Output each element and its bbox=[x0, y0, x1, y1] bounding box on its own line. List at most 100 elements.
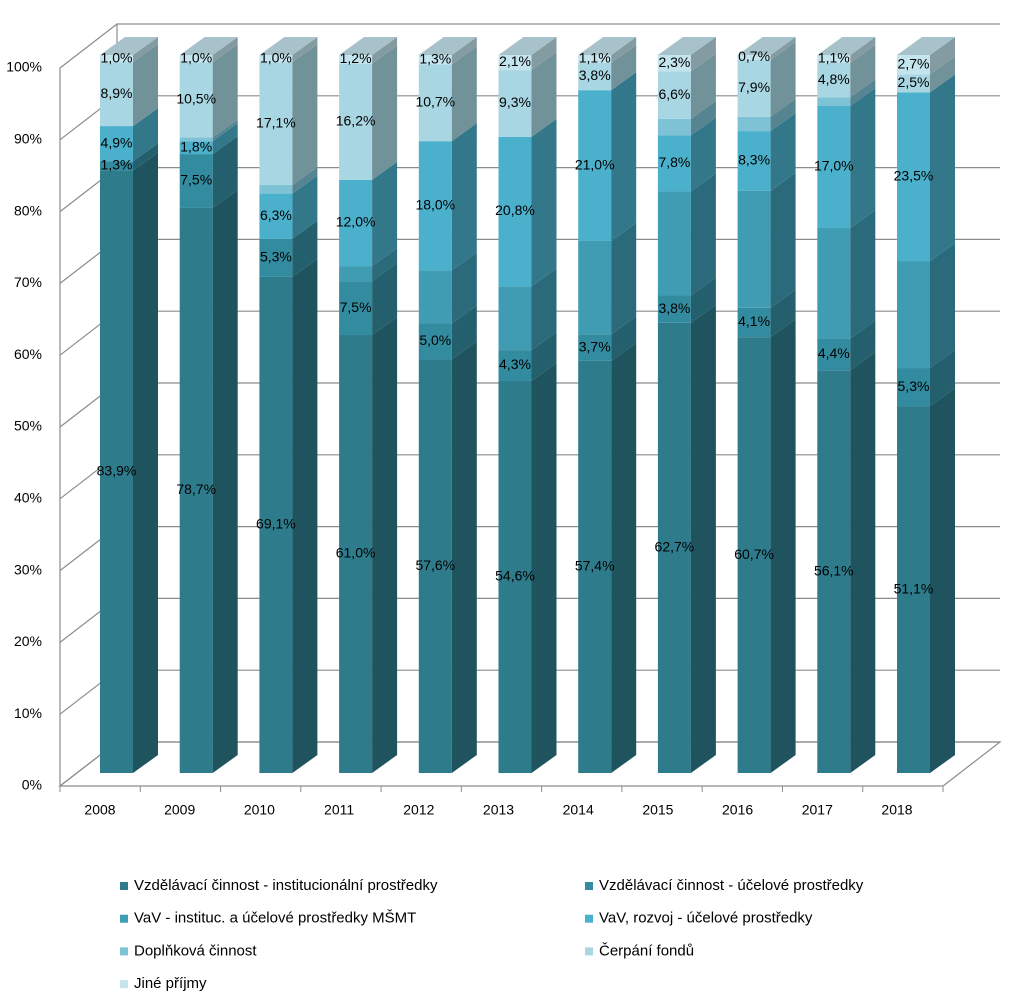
bar-front bbox=[737, 60, 771, 117]
bar-side bbox=[212, 37, 238, 63]
bar-top bbox=[737, 37, 796, 55]
bar-side bbox=[451, 341, 477, 773]
bar-front bbox=[578, 62, 612, 91]
bar-front bbox=[578, 240, 612, 335]
bar-side bbox=[133, 152, 158, 773]
value-label: 6,3% bbox=[260, 207, 292, 223]
bar-segment bbox=[578, 316, 637, 361]
bar-side bbox=[770, 98, 796, 132]
bar-front bbox=[498, 286, 532, 351]
bar-front bbox=[657, 295, 691, 323]
bar-segment bbox=[657, 117, 716, 192]
bar-side bbox=[930, 37, 955, 75]
value-label: 4,1% bbox=[738, 313, 770, 329]
value-label: 2,3% bbox=[658, 54, 690, 70]
bar-side bbox=[850, 79, 876, 106]
bar-front bbox=[817, 97, 851, 106]
bar-front bbox=[339, 281, 373, 336]
value-label: 0,7% bbox=[738, 48, 770, 64]
value-label: 57,6% bbox=[415, 557, 455, 573]
bar-segment bbox=[179, 119, 238, 142]
bar-side bbox=[930, 350, 955, 407]
bar-segment bbox=[817, 79, 876, 106]
bar-segment bbox=[897, 243, 955, 369]
y-tick-label: 70% bbox=[14, 274, 42, 290]
bar-side bbox=[292, 220, 318, 277]
bar-front bbox=[817, 338, 851, 371]
value-label: 1,3% bbox=[101, 157, 133, 173]
bar-front bbox=[418, 55, 452, 65]
y-tick-label: 20% bbox=[14, 633, 42, 649]
bar-front bbox=[418, 64, 452, 142]
bar-side bbox=[770, 289, 796, 338]
legend-marker bbox=[120, 882, 128, 890]
bar-side bbox=[292, 44, 318, 185]
bar-front bbox=[418, 270, 452, 324]
legend-marker bbox=[585, 882, 593, 890]
value-label: 1,0% bbox=[101, 49, 133, 65]
bar-segment bbox=[418, 37, 477, 65]
bar-front bbox=[657, 55, 691, 72]
bar-side bbox=[133, 37, 158, 63]
value-label: 3,7% bbox=[579, 338, 611, 354]
bar-side bbox=[372, 161, 398, 267]
value-label: 20,8% bbox=[495, 202, 535, 218]
bar-front bbox=[817, 62, 851, 98]
bar-front bbox=[179, 137, 213, 142]
value-label: 5,3% bbox=[260, 249, 292, 265]
bar-segment bbox=[339, 317, 398, 773]
y-tick-label: 60% bbox=[14, 346, 42, 362]
bar-front bbox=[179, 141, 213, 155]
bar-front bbox=[657, 118, 691, 136]
bar-side bbox=[611, 342, 637, 773]
y-tick-label: 50% bbox=[14, 418, 42, 434]
bar-front bbox=[339, 266, 373, 282]
bar-front bbox=[179, 62, 213, 138]
value-label: 1,1% bbox=[579, 50, 611, 66]
bar-front bbox=[259, 62, 293, 185]
bar-segment bbox=[339, 263, 398, 336]
bar-side bbox=[770, 113, 796, 191]
value-label: 1,3% bbox=[419, 50, 451, 66]
bar-side bbox=[292, 258, 318, 773]
bar-front bbox=[498, 55, 532, 71]
bar-front bbox=[657, 191, 691, 296]
bar-segment bbox=[897, 74, 955, 262]
bar-segment bbox=[259, 166, 318, 194]
bar-front bbox=[418, 141, 452, 271]
bar-segment bbox=[498, 362, 557, 773]
bar-segment bbox=[179, 44, 238, 138]
bar-front bbox=[897, 368, 930, 407]
bar-side bbox=[770, 319, 796, 773]
bar-segment bbox=[418, 341, 477, 773]
bar-top bbox=[817, 37, 876, 55]
bar-side bbox=[770, 172, 796, 308]
bar-segment bbox=[418, 123, 477, 271]
bar-segment bbox=[100, 37, 158, 63]
bar-front bbox=[897, 406, 930, 773]
y-tick-label: 90% bbox=[14, 131, 42, 147]
bar-side bbox=[372, 45, 398, 180]
bar-segment bbox=[179, 189, 238, 773]
bar-segment bbox=[498, 332, 557, 381]
bar-front bbox=[737, 190, 771, 308]
value-label: 56,1% bbox=[814, 562, 854, 578]
bar-segment bbox=[737, 172, 796, 308]
value-label: 5,0% bbox=[419, 332, 451, 348]
bar-front bbox=[100, 62, 133, 127]
bar-segment bbox=[897, 56, 955, 93]
value-label: 61,0% bbox=[336, 545, 376, 561]
bar-side bbox=[850, 352, 876, 773]
x-tick-label: 2015 bbox=[642, 802, 673, 818]
bar-side bbox=[690, 100, 716, 136]
value-label: 9,3% bbox=[499, 94, 531, 110]
legend-marker bbox=[120, 947, 128, 956]
bar-front bbox=[578, 55, 612, 63]
bar-front bbox=[657, 322, 691, 773]
bar-front bbox=[737, 116, 771, 132]
legend-label: Vzdělávací činnost - institucionální pro… bbox=[134, 877, 438, 894]
bar-segment bbox=[737, 42, 796, 117]
bar-side bbox=[611, 316, 637, 361]
bar-side bbox=[611, 37, 637, 63]
